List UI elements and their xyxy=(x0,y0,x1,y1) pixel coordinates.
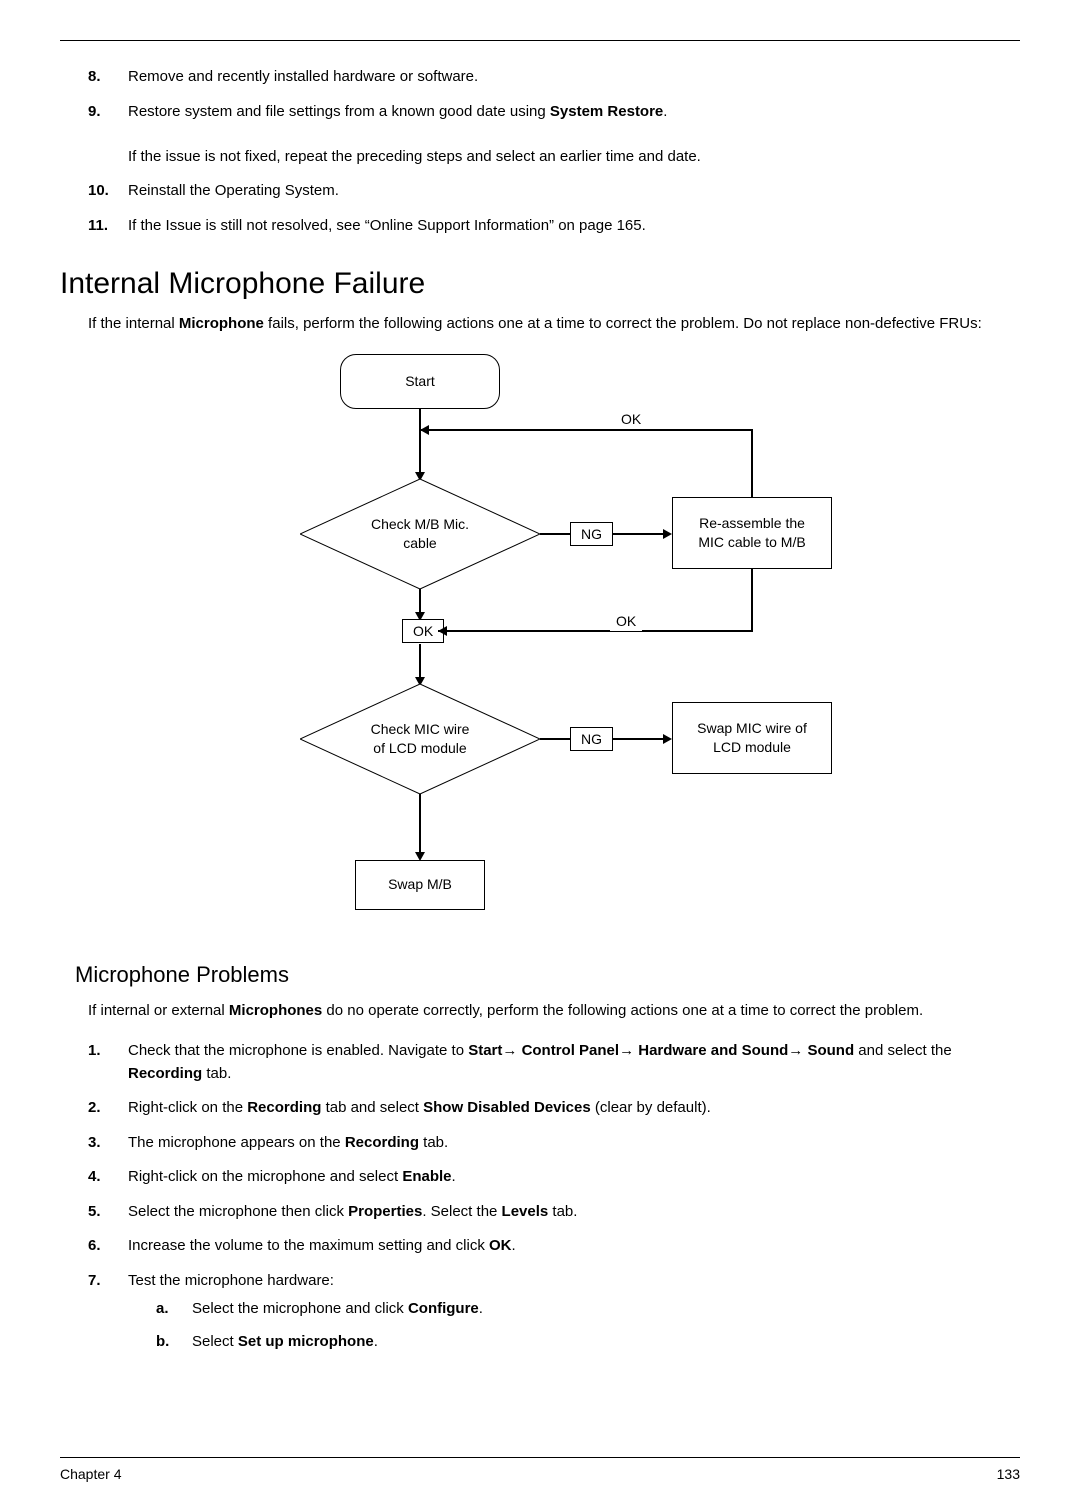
step-item: 7.Test the microphone hardware:a.Select … xyxy=(60,1270,1020,1364)
step-item: 5.Select the microphone then click Prope… xyxy=(60,1201,1020,1224)
step-text: Remove and recently installed hardware o… xyxy=(128,66,1020,89)
step-number: 2. xyxy=(60,1097,128,1120)
step-item: 8.Remove and recently installed hardware… xyxy=(60,66,1020,89)
flow-line xyxy=(438,630,753,632)
step-item: 11.If the Issue is still not resolved, s… xyxy=(60,215,1020,238)
heading-internal-mic-failure: Internal Microphone Failure xyxy=(60,267,1020,301)
flow-decision-wire: Check MIC wireof LCD module xyxy=(300,684,540,794)
step-number: 11. xyxy=(60,215,128,238)
step-item: 2.Right-click on the Recording tab and s… xyxy=(60,1097,1020,1120)
step-number: 6. xyxy=(60,1235,128,1258)
step-item: 4.Right-click on the microphone and sele… xyxy=(60,1166,1020,1189)
step-number: 10. xyxy=(60,180,128,203)
page-footer: Chapter 4 133 xyxy=(60,1457,1020,1482)
step-text: Reinstall the Operating System. xyxy=(128,180,1020,203)
step-number: 4. xyxy=(60,1166,128,1189)
step-item: 6.Increase the volume to the maximum set… xyxy=(60,1235,1020,1258)
step-text: Check that the microphone is enabled. Na… xyxy=(128,1040,1020,1085)
flow-line xyxy=(419,794,421,854)
flow-label-ok: OK xyxy=(610,611,642,631)
flow-label-ng: NG xyxy=(570,522,613,546)
sub-step-text: Select the microphone and click Configur… xyxy=(192,1298,483,1321)
flow-box2-label: Swap MIC wire ofLCD module xyxy=(697,719,807,755)
flow-start-label: Start xyxy=(405,372,435,390)
flow-label-ng: NG xyxy=(570,727,613,751)
flow-line xyxy=(751,429,753,497)
step-number: 8. xyxy=(60,66,128,89)
sub-step-number: a. xyxy=(128,1298,192,1321)
sub-step-text: Select Set up microphone. xyxy=(192,1331,378,1354)
arrow-icon xyxy=(663,529,672,539)
flow-box3-label: Swap M/B xyxy=(388,875,452,893)
step-number: 5. xyxy=(60,1201,128,1224)
step-text: The microphone appears on the Recording … xyxy=(128,1132,1020,1155)
continued-steps-list: 8.Remove and recently installed hardware… xyxy=(60,66,1020,237)
step-item: 10.Reinstall the Operating System. xyxy=(60,180,1020,203)
flow-d2-label: Check MIC wireof LCD module xyxy=(371,720,470,756)
flow-box-swap-wire: Swap MIC wire ofLCD module xyxy=(672,702,832,774)
step-item: 1.Check that the microphone is enabled. … xyxy=(60,1040,1020,1085)
flow-line xyxy=(419,409,421,474)
step-text: Increase the volume to the maximum setti… xyxy=(128,1235,1020,1258)
intro-paragraph-2: If internal or external Microphones do n… xyxy=(88,1000,1020,1023)
arrow-icon xyxy=(420,425,429,435)
footer-chapter: Chapter 4 xyxy=(60,1466,121,1482)
sub-step-item: a.Select the microphone and click Config… xyxy=(128,1298,1020,1321)
step-number: 1. xyxy=(60,1040,128,1085)
flow-decision-cable: Check M/B Mic.cable xyxy=(300,479,540,589)
arrow-icon xyxy=(438,626,447,636)
flow-d1-label: Check M/B Mic.cable xyxy=(371,515,469,551)
flowchart-mic-failure: Start Check M/B Mic.cable NG Re-assemble… xyxy=(240,354,840,934)
flow-line xyxy=(420,429,753,431)
arrow-icon xyxy=(663,734,672,744)
step-text: Test the microphone hardware:a.Select th… xyxy=(128,1270,1020,1364)
sub-step-item: b.Select Set up microphone. xyxy=(128,1331,1020,1354)
flow-line xyxy=(751,569,753,631)
heading-mic-problems: Microphone Problems xyxy=(75,962,1020,988)
step-number: 7. xyxy=(60,1270,128,1364)
flow-label-ok: OK xyxy=(615,409,647,429)
flow-box-reassemble: Re-assemble theMIC cable to M/B xyxy=(672,497,832,569)
step-item: 3.The microphone appears on the Recordin… xyxy=(60,1132,1020,1155)
step-number: 9. xyxy=(60,101,128,169)
intro-paragraph-1: If the internal Microphone fails, perfor… xyxy=(88,313,1020,336)
sub-step-list: a.Select the microphone and click Config… xyxy=(128,1298,1020,1353)
step-number: 3. xyxy=(60,1132,128,1155)
step-text: Right-click on the Recording tab and sel… xyxy=(128,1097,1020,1120)
flow-line xyxy=(419,644,421,679)
step-text: Restore system and file settings from a … xyxy=(128,101,1020,169)
flow-start: Start xyxy=(340,354,500,409)
footer-page-number: 133 xyxy=(997,1466,1020,1482)
step-text: Right-click on the microphone and select… xyxy=(128,1166,1020,1189)
sub-step-number: b. xyxy=(128,1331,192,1354)
flow-box1-label: Re-assemble theMIC cable to M/B xyxy=(698,514,805,550)
mic-problems-steps-list: 1.Check that the microphone is enabled. … xyxy=(60,1040,1020,1363)
flow-box-swap-mb: Swap M/B xyxy=(355,860,485,910)
step-item: 9.Restore system and file settings from … xyxy=(60,101,1020,169)
step-text: Select the microphone then click Propert… xyxy=(128,1201,1020,1224)
step-text: If the Issue is still not resolved, see … xyxy=(128,215,1020,238)
flow-line xyxy=(419,589,421,614)
